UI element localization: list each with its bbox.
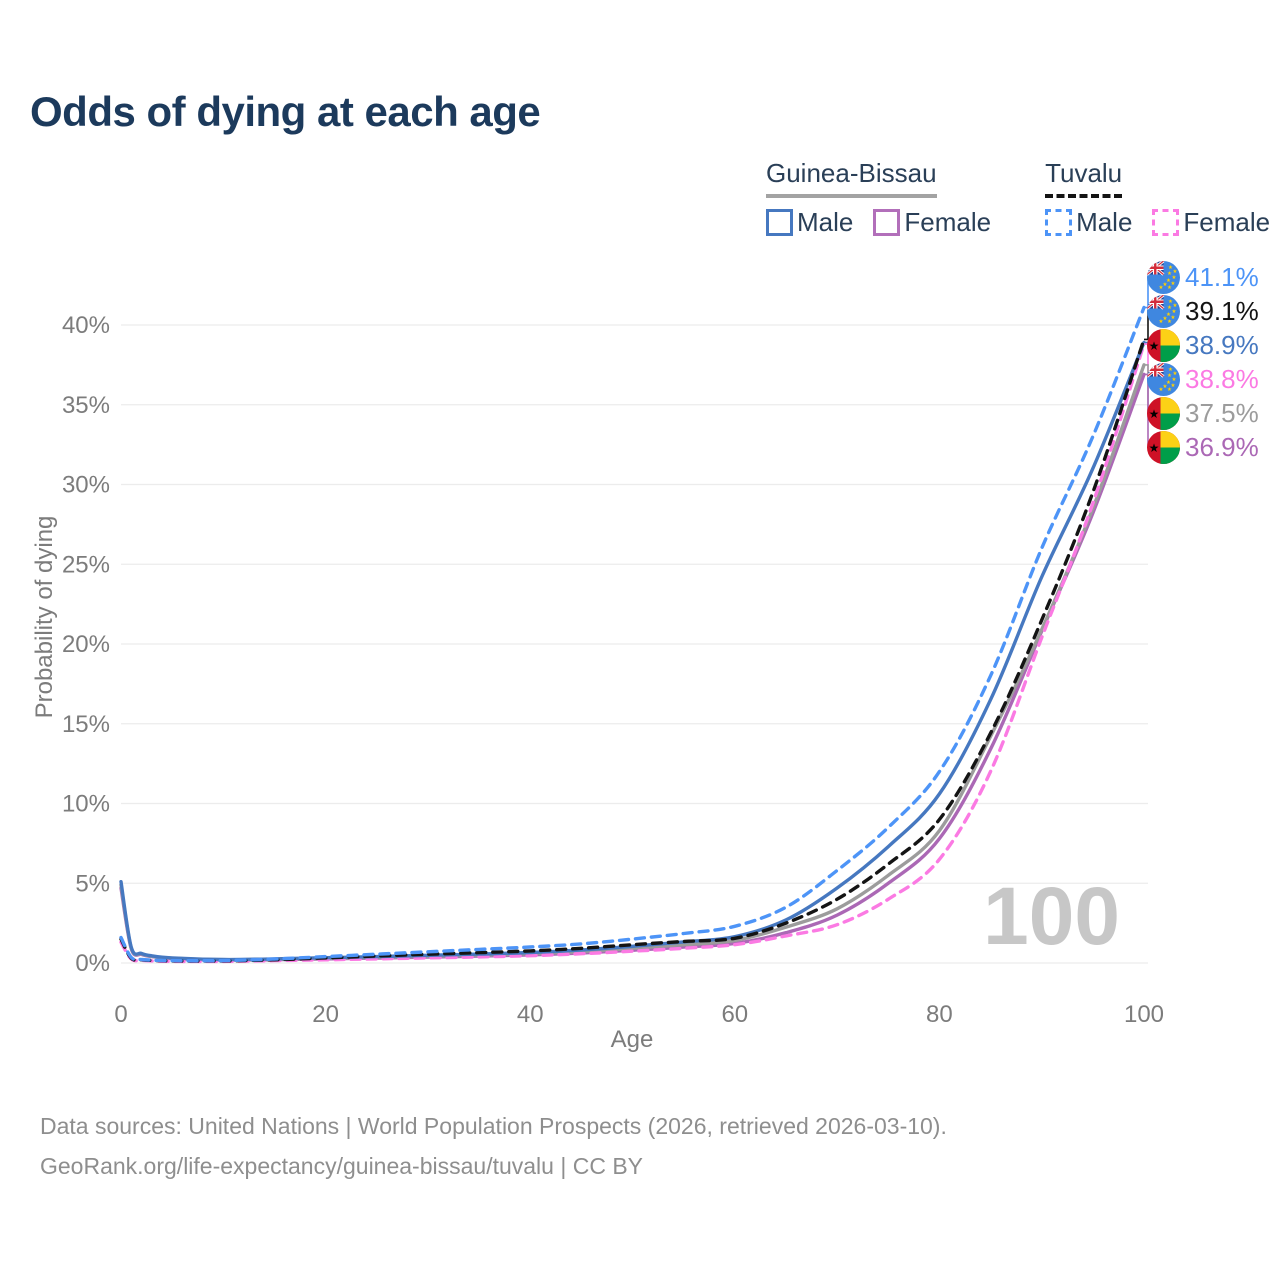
y-tick-label: 0% xyxy=(75,950,110,977)
age-counter-watermark: 100 xyxy=(983,871,1120,962)
endpoint-row-guinea-bissau-female: 36.9% xyxy=(1147,431,1259,464)
x-tick-label: 100 xyxy=(1124,1001,1164,1028)
guinea-bissau-flag-icon xyxy=(1147,431,1180,464)
y-tick-label: 20% xyxy=(62,631,110,658)
legend-swatch-guinea-bissau-male[interactable] xyxy=(766,209,793,236)
y-tick-label: 30% xyxy=(62,472,110,499)
x-axis-title: Age xyxy=(610,1026,654,1053)
series-line-tuvalu-male xyxy=(119,305,1146,963)
x-tick-label: 80 xyxy=(926,1001,953,1028)
endpoint-value: 41.1% xyxy=(1185,261,1259,292)
x-tick-label: 0 xyxy=(114,1001,127,1028)
endpoint-row-tuvalu-female: 38.8% xyxy=(1147,363,1259,396)
tuvalu-flag-icon xyxy=(1147,363,1180,396)
legend-swatch-guinea-bissau-female[interactable] xyxy=(873,209,901,236)
legend-country-guinea-bissau[interactable]: Guinea-Bissau xyxy=(766,158,937,198)
guinea-bissau-flag-icon xyxy=(1147,397,1180,430)
y-tick-label: 15% xyxy=(62,711,110,738)
x-tick-label: 40 xyxy=(517,1001,544,1028)
series-line-tuvalu-female xyxy=(119,342,1146,964)
y-tick-label: 10% xyxy=(62,791,110,818)
endpoint-value: 38.8% xyxy=(1185,363,1259,394)
y-tick-label: 25% xyxy=(62,551,110,578)
x-tick-label: 60 xyxy=(721,1001,748,1028)
y-axis-title: Probability of dying xyxy=(31,515,58,719)
endpoint-row-tuvalu-male: 41.1% xyxy=(1147,261,1259,294)
endpoint-value: 36.9% xyxy=(1185,431,1259,462)
legend-group-tuvalu: Tuvalu Male Female xyxy=(1045,158,1280,238)
y-tick-label: 35% xyxy=(62,392,110,419)
legend-group-guinea-bissau: Guinea-Bissau Male Female xyxy=(766,158,1011,238)
endpoint-value: 39.1% xyxy=(1185,295,1259,326)
footer-sources-line: Data sources: United Nations | World Pop… xyxy=(40,1113,947,1139)
legend-label-guinea-bissau-female[interactable]: Female xyxy=(904,207,992,237)
series-line-tuvalu-both-sexes xyxy=(119,337,1146,963)
legend-label-guinea-bissau-male[interactable]: Male xyxy=(797,207,854,237)
footer-attribution-line: GeoRank.org/life-expectancy/guinea-bissa… xyxy=(40,1153,644,1179)
legend-row-tuvalu: Male Female xyxy=(1045,207,1280,238)
endpoint-value: 38.9% xyxy=(1185,329,1259,360)
tuvalu-flag-icon xyxy=(1147,295,1180,328)
endpoint-row-guinea-bissau-male: 38.9% xyxy=(1147,329,1259,362)
footer: Data sources: United Nations | World Pop… xyxy=(40,1106,947,1186)
legend-swatch-tuvalu-female[interactable] xyxy=(1152,209,1180,236)
y-tick-label: 5% xyxy=(75,870,110,897)
series-line-guinea-bissau-male xyxy=(119,340,1146,962)
tuvalu-flag-icon xyxy=(1147,261,1180,294)
legend-country-tuvalu[interactable]: Tuvalu xyxy=(1045,158,1123,198)
endpoint-row-guinea-bissau-both-sexes: 37.5% xyxy=(1147,397,1259,430)
page-title: Odds of dying at each age xyxy=(30,88,541,135)
guinea-bissau-flag-icon xyxy=(1147,329,1180,362)
endpoint-value: 37.5% xyxy=(1185,397,1259,428)
legend-label-tuvalu-female[interactable]: Female xyxy=(1183,207,1271,237)
x-tick-label: 20 xyxy=(312,1001,339,1028)
legend-label-tuvalu-male[interactable]: Male xyxy=(1076,207,1133,237)
legend-swatch-tuvalu-male[interactable] xyxy=(1045,209,1073,236)
endpoint-row-tuvalu-both-sexes: 39.1% xyxy=(1147,295,1259,328)
y-tick-label: 40% xyxy=(62,312,110,339)
legend: Guinea-Bissau Male Female Tuvalu Male Fe… xyxy=(766,158,1280,238)
legend-row-guinea-bissau: Male Female xyxy=(766,207,1011,238)
